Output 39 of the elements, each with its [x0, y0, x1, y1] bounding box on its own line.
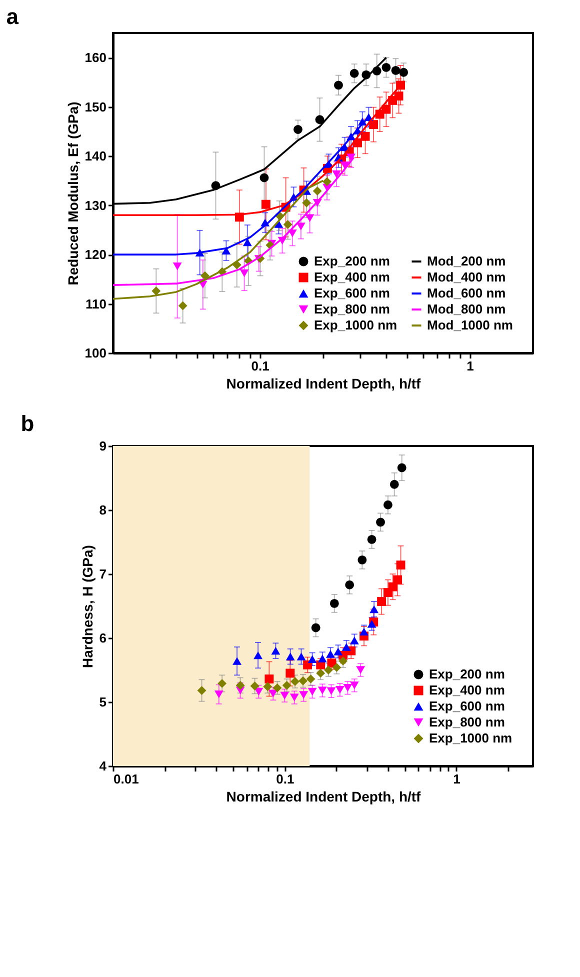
y-tick-label: 100	[84, 346, 106, 360]
legend-label: Exp_400 nm	[314, 270, 390, 284]
y-tick-label: 160	[84, 50, 106, 66]
y-tick-label: 9	[99, 438, 106, 454]
y-axis-title: Hardness, H (GPa)	[79, 545, 96, 668]
legend-label: Exp_600 nm	[429, 698, 505, 714]
legend-label: Mod_400 nm	[427, 270, 506, 284]
legend-label: Exp_1000 nm	[314, 318, 398, 332]
y-tick-label: 120	[84, 247, 106, 262]
y-tick-label: 5	[99, 694, 106, 710]
x-tick-label: 1	[466, 358, 474, 374]
legend-label: Mod_1000 nm	[427, 318, 513, 332]
y-tick-label: 4	[99, 758, 108, 774]
x-tick-label: 1	[453, 772, 460, 786]
legend-label: Exp_800 nm	[429, 714, 505, 730]
chart-title: b	[20, 411, 34, 436]
x-axis-title: Normalized Indent Depth, h/tf	[226, 788, 422, 804]
y-tick-label: 110	[86, 296, 106, 312]
legend-label: Exp_600 nm	[314, 286, 390, 300]
legend-label: Mod_200 nm	[427, 254, 506, 268]
y-tick-label: 7	[99, 566, 106, 582]
y-tick-label: 150	[84, 99, 106, 114]
x-axis-title: Normalized Indent Depth, h/tf	[226, 376, 422, 392]
y-tick-label: 130	[84, 198, 106, 213]
y-tick-label: 6	[99, 630, 106, 646]
legend-label: Mod_800 nm	[427, 302, 506, 316]
legend-label: Exp_400 nm	[429, 682, 505, 698]
x-tick-label: 0.1	[251, 358, 270, 374]
y-tick-label: 8	[99, 502, 106, 518]
x-tick-label: 0.01	[114, 772, 139, 786]
y-tick-label: 140	[84, 148, 106, 164]
chart-title: a	[6, 4, 20, 29]
legend-label: Exp_200 nm	[314, 254, 390, 268]
legend-label: Mod_600 nm	[427, 286, 506, 300]
y-axis-title: Reduced Modulus, Ef (GPa)	[64, 102, 81, 286]
legend-label: Exp_800 nm	[314, 302, 390, 316]
legend-label: Exp_1000 nm	[429, 730, 512, 746]
x-tick-label: 0.1	[276, 772, 294, 786]
legend-label: Exp_200 nm	[429, 666, 505, 682]
